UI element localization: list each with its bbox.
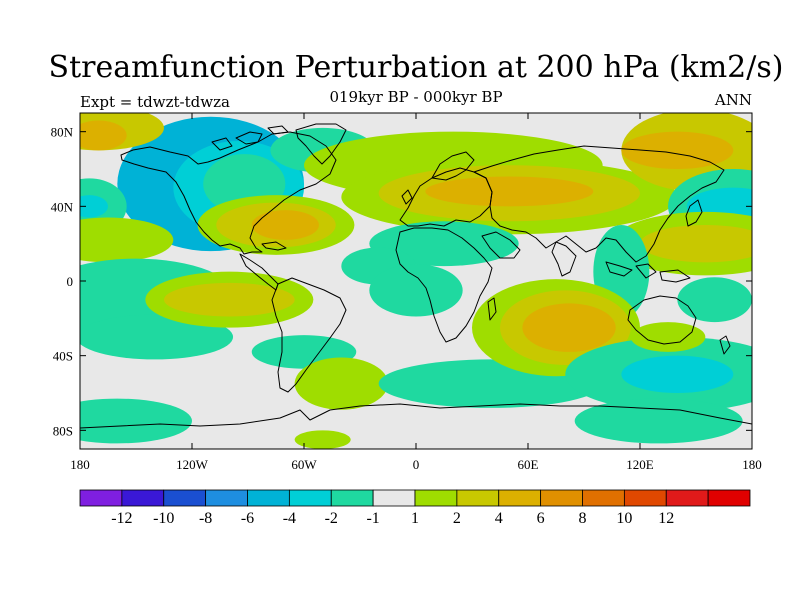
anomaly-region (294, 430, 351, 449)
x-tick-label: 180 (742, 457, 762, 472)
colorbar-label: 6 (537, 510, 545, 527)
experiment-label: Expt = tdwzt-tdwza (80, 93, 230, 111)
y-tick-label: 0 (67, 274, 74, 289)
anomaly-region (80, 120, 127, 151)
colorbar-label: -4 (283, 510, 296, 527)
anomaly-region (522, 303, 616, 352)
colorbar-label: 2 (453, 510, 461, 527)
anomaly-region (574, 398, 743, 444)
colorbar-swatch (498, 489, 542, 507)
colorbar-swatch (665, 489, 709, 507)
colorbar-swatch (456, 489, 500, 507)
anomaly-region (640, 225, 752, 263)
coastlines (80, 123, 752, 429)
anomaly-region (251, 210, 319, 240)
colorbar-swatch (163, 489, 207, 507)
anomaly-region (164, 282, 295, 317)
colorbar-swatch (582, 489, 625, 507)
colorbar-label: 12 (658, 510, 674, 527)
anomaly-region (369, 264, 463, 317)
colorbar-swatch (623, 489, 667, 507)
anomaly-region (621, 355, 734, 394)
anomaly-region (80, 398, 192, 444)
colorbar-swatch (707, 489, 751, 507)
y-tick-label: 40S (53, 349, 73, 364)
anomaly-region (677, 277, 752, 323)
colorbar-swatch (540, 489, 583, 507)
colorbar-label: 4 (495, 510, 503, 527)
colorbar-label: -1 (366, 510, 379, 527)
map-title: Streamfunction Perturbation at 200 hPa (… (48, 50, 784, 85)
y-tick-label: 80N (51, 125, 74, 140)
colorbar-label: 8 (579, 510, 587, 527)
x-tick-label: 60E (518, 457, 539, 472)
x-axis: 180 120W 60W 0 60E 120E 180 (70, 113, 762, 472)
anomaly-region (630, 322, 706, 352)
colorbar-label: 1 (411, 510, 419, 527)
y-tick-label: 40N (51, 199, 74, 214)
colorbar-swatch (330, 489, 374, 507)
anomaly-region (80, 195, 108, 218)
x-tick-label: 120E (626, 457, 654, 472)
map-subtitle: 019kyr BP - 000kyr BP (329, 88, 503, 106)
anomaly-region (294, 357, 389, 410)
map-area (80, 113, 752, 449)
colorbar: -12 -10 -8 -6 -4 -2 -1 1 2 4 6 8 10 12 (79, 489, 751, 527)
anomaly-region (425, 176, 594, 207)
y-tick-label: 80S (53, 423, 73, 438)
x-tick-label: 0 (413, 457, 420, 472)
season-label: ANN (714, 91, 752, 109)
colorbar-label: -2 (325, 510, 338, 527)
anomaly-layer (80, 113, 752, 449)
colorbar-swatch (205, 489, 248, 507)
x-tick-label: 180 (70, 457, 90, 472)
colorbar-label: -8 (199, 510, 212, 527)
colorbar-swatch (414, 489, 458, 507)
colorbar-swatch (121, 489, 165, 507)
anomaly-region (621, 131, 734, 169)
colorbar-swatch (247, 489, 290, 507)
x-tick-label: 60W (291, 457, 317, 472)
colorbar-label: -12 (111, 510, 132, 527)
colorbar-label: -6 (241, 510, 254, 527)
anomaly-region (80, 314, 234, 360)
colorbar-swatch (79, 489, 123, 507)
x-tick-label: 120W (176, 457, 209, 472)
colorbar-label: 10 (616, 510, 632, 527)
colorbar-label: -10 (153, 510, 174, 527)
anomaly-region (80, 217, 174, 263)
colorbar-swatch (372, 489, 416, 507)
colorbar-swatch (288, 489, 332, 507)
y-axis: 80N 40N 0 40S 80S (51, 125, 752, 438)
